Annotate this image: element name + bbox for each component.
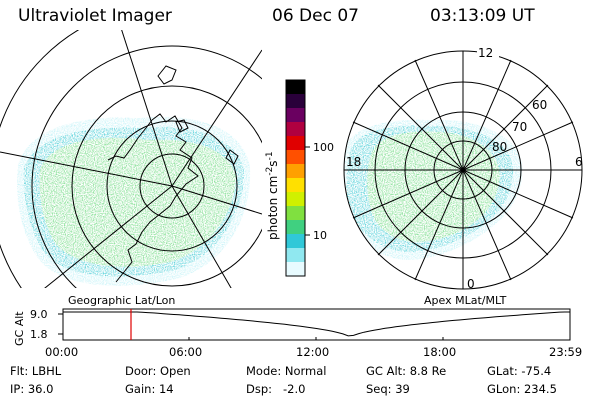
colorbar-segment bbox=[286, 122, 305, 137]
xtick-label-0000: 00:00 bbox=[45, 345, 79, 359]
observation-date: 06 Dec 07 bbox=[272, 6, 359, 26]
mlat-label-60: 60 bbox=[532, 98, 547, 112]
peninsula-coast bbox=[107, 119, 153, 161]
left-map-caption: Geographic Lat/Lon bbox=[68, 294, 176, 307]
mlt-label-midnight: 0 bbox=[467, 277, 475, 291]
observation-time: 03:13:09 UT bbox=[430, 6, 535, 26]
meridian-line bbox=[121, 30, 173, 187]
param-ip: IP: 36.0 bbox=[10, 382, 54, 396]
lat-circle-50 bbox=[31, 45, 262, 288]
meridian-line bbox=[44, 185, 173, 288]
colorbar-segment bbox=[286, 220, 305, 235]
colorbar-units-label: photon cm-2s-1 bbox=[265, 151, 280, 240]
island-coast bbox=[175, 119, 189, 133]
colorbar-segment bbox=[286, 94, 305, 109]
xtick-label-1200: 12:00 bbox=[296, 345, 330, 359]
colorbar-segment bbox=[286, 206, 305, 221]
ytick-label-max: 9.0 bbox=[30, 308, 48, 321]
param-glon: GLon: 234.5 bbox=[487, 382, 557, 396]
colorbar-segment bbox=[286, 150, 305, 165]
geographic-map bbox=[0, 30, 262, 288]
colorbar-segment bbox=[286, 248, 305, 263]
colorbar-frame bbox=[285, 79, 306, 277]
colorbar-segment bbox=[286, 192, 305, 207]
mlt-lines bbox=[344, 51, 582, 289]
lat-circle-60 bbox=[71, 85, 262, 287]
param-seq: Seq: 39 bbox=[366, 382, 410, 396]
mlt-label-noon: 12 bbox=[478, 46, 493, 60]
xtick-label-0600: 06:00 bbox=[169, 345, 203, 359]
xtick-marks bbox=[188, 337, 444, 340]
lat-circle-80 bbox=[139, 153, 205, 219]
mlt-label-dawn: 6 bbox=[575, 155, 583, 169]
colorbar-segment bbox=[286, 136, 305, 151]
image-title: Ultraviolet Imager bbox=[18, 6, 172, 26]
colorbar-segment bbox=[286, 80, 305, 95]
lat-circle-70 bbox=[106, 120, 238, 252]
latitude-circles bbox=[0, 30, 262, 288]
mlat-label-70: 70 bbox=[512, 120, 527, 134]
param-door: Door: Open bbox=[125, 364, 191, 378]
meridian-line bbox=[171, 185, 262, 215]
magnetic-map: 12 18 6 0 60 70 80 bbox=[343, 44, 583, 291]
altitude-ylabel: GC Alt bbox=[13, 311, 26, 346]
meridian-line bbox=[171, 185, 232, 288]
param-glat: GLat: -75.4 bbox=[487, 364, 552, 378]
param-dsp: Dsp: -2.0 bbox=[246, 382, 306, 396]
antarctic-coast bbox=[115, 113, 199, 283]
right-aurora-oval bbox=[344, 119, 523, 260]
colorbar-segment bbox=[286, 262, 305, 277]
param-filter: Flt: LBHL bbox=[10, 364, 62, 378]
mlat-label-80: 80 bbox=[492, 140, 507, 154]
altitude-plot-frame bbox=[62, 308, 571, 341]
colorbar-segment bbox=[286, 234, 305, 249]
param-mode: Mode: Normal bbox=[246, 364, 327, 378]
mlt-line bbox=[414, 59, 512, 281]
meridian-line bbox=[0, 151, 173, 187]
param-gain: Gain: 14 bbox=[125, 382, 174, 396]
meridian-lines bbox=[0, 30, 262, 288]
colorbar-segment bbox=[286, 108, 305, 123]
altitude-curve bbox=[63, 311, 570, 337]
right-map-caption: Apex MLat/MLT bbox=[424, 294, 507, 307]
aurora-main-band bbox=[39, 137, 236, 267]
colorbar-tick-100: 100 bbox=[313, 141, 334, 154]
island-coast-2 bbox=[225, 149, 239, 165]
xtick-label-1800: 18:00 bbox=[423, 345, 457, 359]
colorbar-segment bbox=[286, 164, 305, 179]
greenland-coast bbox=[157, 65, 177, 85]
intensity-colorbar bbox=[285, 79, 306, 277]
coastline bbox=[107, 65, 239, 283]
ytick-label-min: 1.8 bbox=[30, 328, 48, 341]
param-gc-alt: GC Alt: 8.8 Re bbox=[366, 364, 447, 378]
altitude-plot: GC Alt 9.0 1.8 bbox=[13, 308, 571, 346]
colorbar-tick-10: 10 bbox=[313, 229, 327, 242]
meridian-line bbox=[171, 49, 262, 187]
xtick-label-2359: 23:59 bbox=[549, 345, 583, 359]
mlt-label-dusk: 18 bbox=[346, 155, 361, 169]
colorbar-segment bbox=[286, 178, 305, 193]
mlt-label-bg bbox=[477, 44, 499, 60]
aurora-main-band bbox=[367, 131, 500, 242]
